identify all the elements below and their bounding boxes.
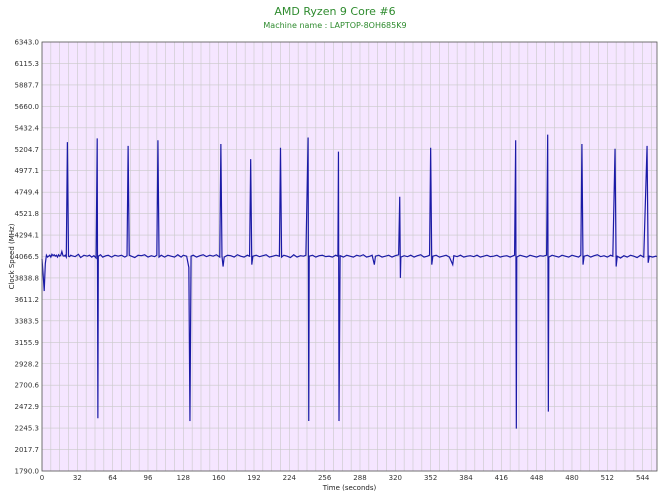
x-tick-label: 256 — [318, 474, 332, 482]
x-tick-label: 544 — [636, 474, 650, 482]
x-tick-label: 128 — [177, 474, 190, 482]
y-tick-label: 4066.5 — [15, 253, 40, 261]
y-axis-label: Clock Speed (MHz) — [8, 223, 16, 289]
x-tick-label: 224 — [283, 474, 297, 482]
plot-border — [41, 41, 658, 472]
y-tick-label: 2928.2 — [15, 360, 40, 368]
y-tick-label: 4521.8 — [15, 210, 40, 218]
x-tick-label: 32 — [73, 474, 82, 482]
y-tick-label: 2700.6 — [15, 382, 40, 390]
x-tick-label: 192 — [247, 474, 260, 482]
x-tick-label: 512 — [601, 474, 614, 482]
x-tick-label: 0 — [40, 474, 44, 482]
y-tick-label: 2472.9 — [15, 403, 40, 411]
x-tick-label: 320 — [389, 474, 402, 482]
x-tick-label: 160 — [212, 474, 225, 482]
y-tick-label: 4749.4 — [15, 189, 40, 197]
y-tick-label: 1790.0 — [15, 468, 40, 476]
y-tick-label: 2245.3 — [15, 425, 40, 433]
y-tick-label: 3383.5 — [15, 317, 40, 325]
y-tick-label: 5204.7 — [15, 146, 40, 154]
y-tick-label: 6343.0 — [15, 39, 40, 47]
y-tick-label: 3611.2 — [15, 296, 40, 304]
x-tick-label: 288 — [353, 474, 366, 482]
chart-title: AMD Ryzen 9 Core #6 — [274, 5, 396, 18]
x-axis-ticks: 0 32 64 96 128 160 192 224 256 288 320 352 384 416 448… — [40, 474, 650, 482]
x-tick-label: 384 — [459, 474, 473, 482]
x-tick-label: 448 — [530, 474, 543, 482]
x-tick-label: 352 — [424, 474, 437, 482]
y-tick-label: 3838.8 — [15, 274, 40, 282]
y-tick-label: 2017.7 — [15, 446, 40, 454]
chart-subtitle: Machine name : LAPTOP-8OH685K9 — [263, 21, 407, 30]
clock-speed-series-line — [41, 134, 658, 429]
y-tick-label: 4294.1 — [15, 232, 40, 240]
x-axis-label: Time (seconds) — [322, 484, 377, 492]
x-tick-label: 96 — [144, 474, 153, 482]
x-tick-label: 64 — [108, 474, 117, 482]
y-tick-label: 3155.9 — [15, 339, 40, 347]
x-tick-label: 416 — [495, 474, 509, 482]
y-tick-label: 6115.3 — [15, 60, 40, 68]
y-tick-label: 4977.1 — [15, 167, 40, 175]
y-tick-label: 5660.0 — [15, 103, 40, 111]
y-tick-label: 5887.7 — [15, 81, 40, 89]
y-axis-ticks: 1790.0 2017.7 2245.3 2472.9 2700.6 2928.2 3155… — [15, 39, 40, 476]
x-tick-label: 480 — [565, 474, 578, 482]
y-tick-label: 5432.4 — [15, 124, 40, 132]
